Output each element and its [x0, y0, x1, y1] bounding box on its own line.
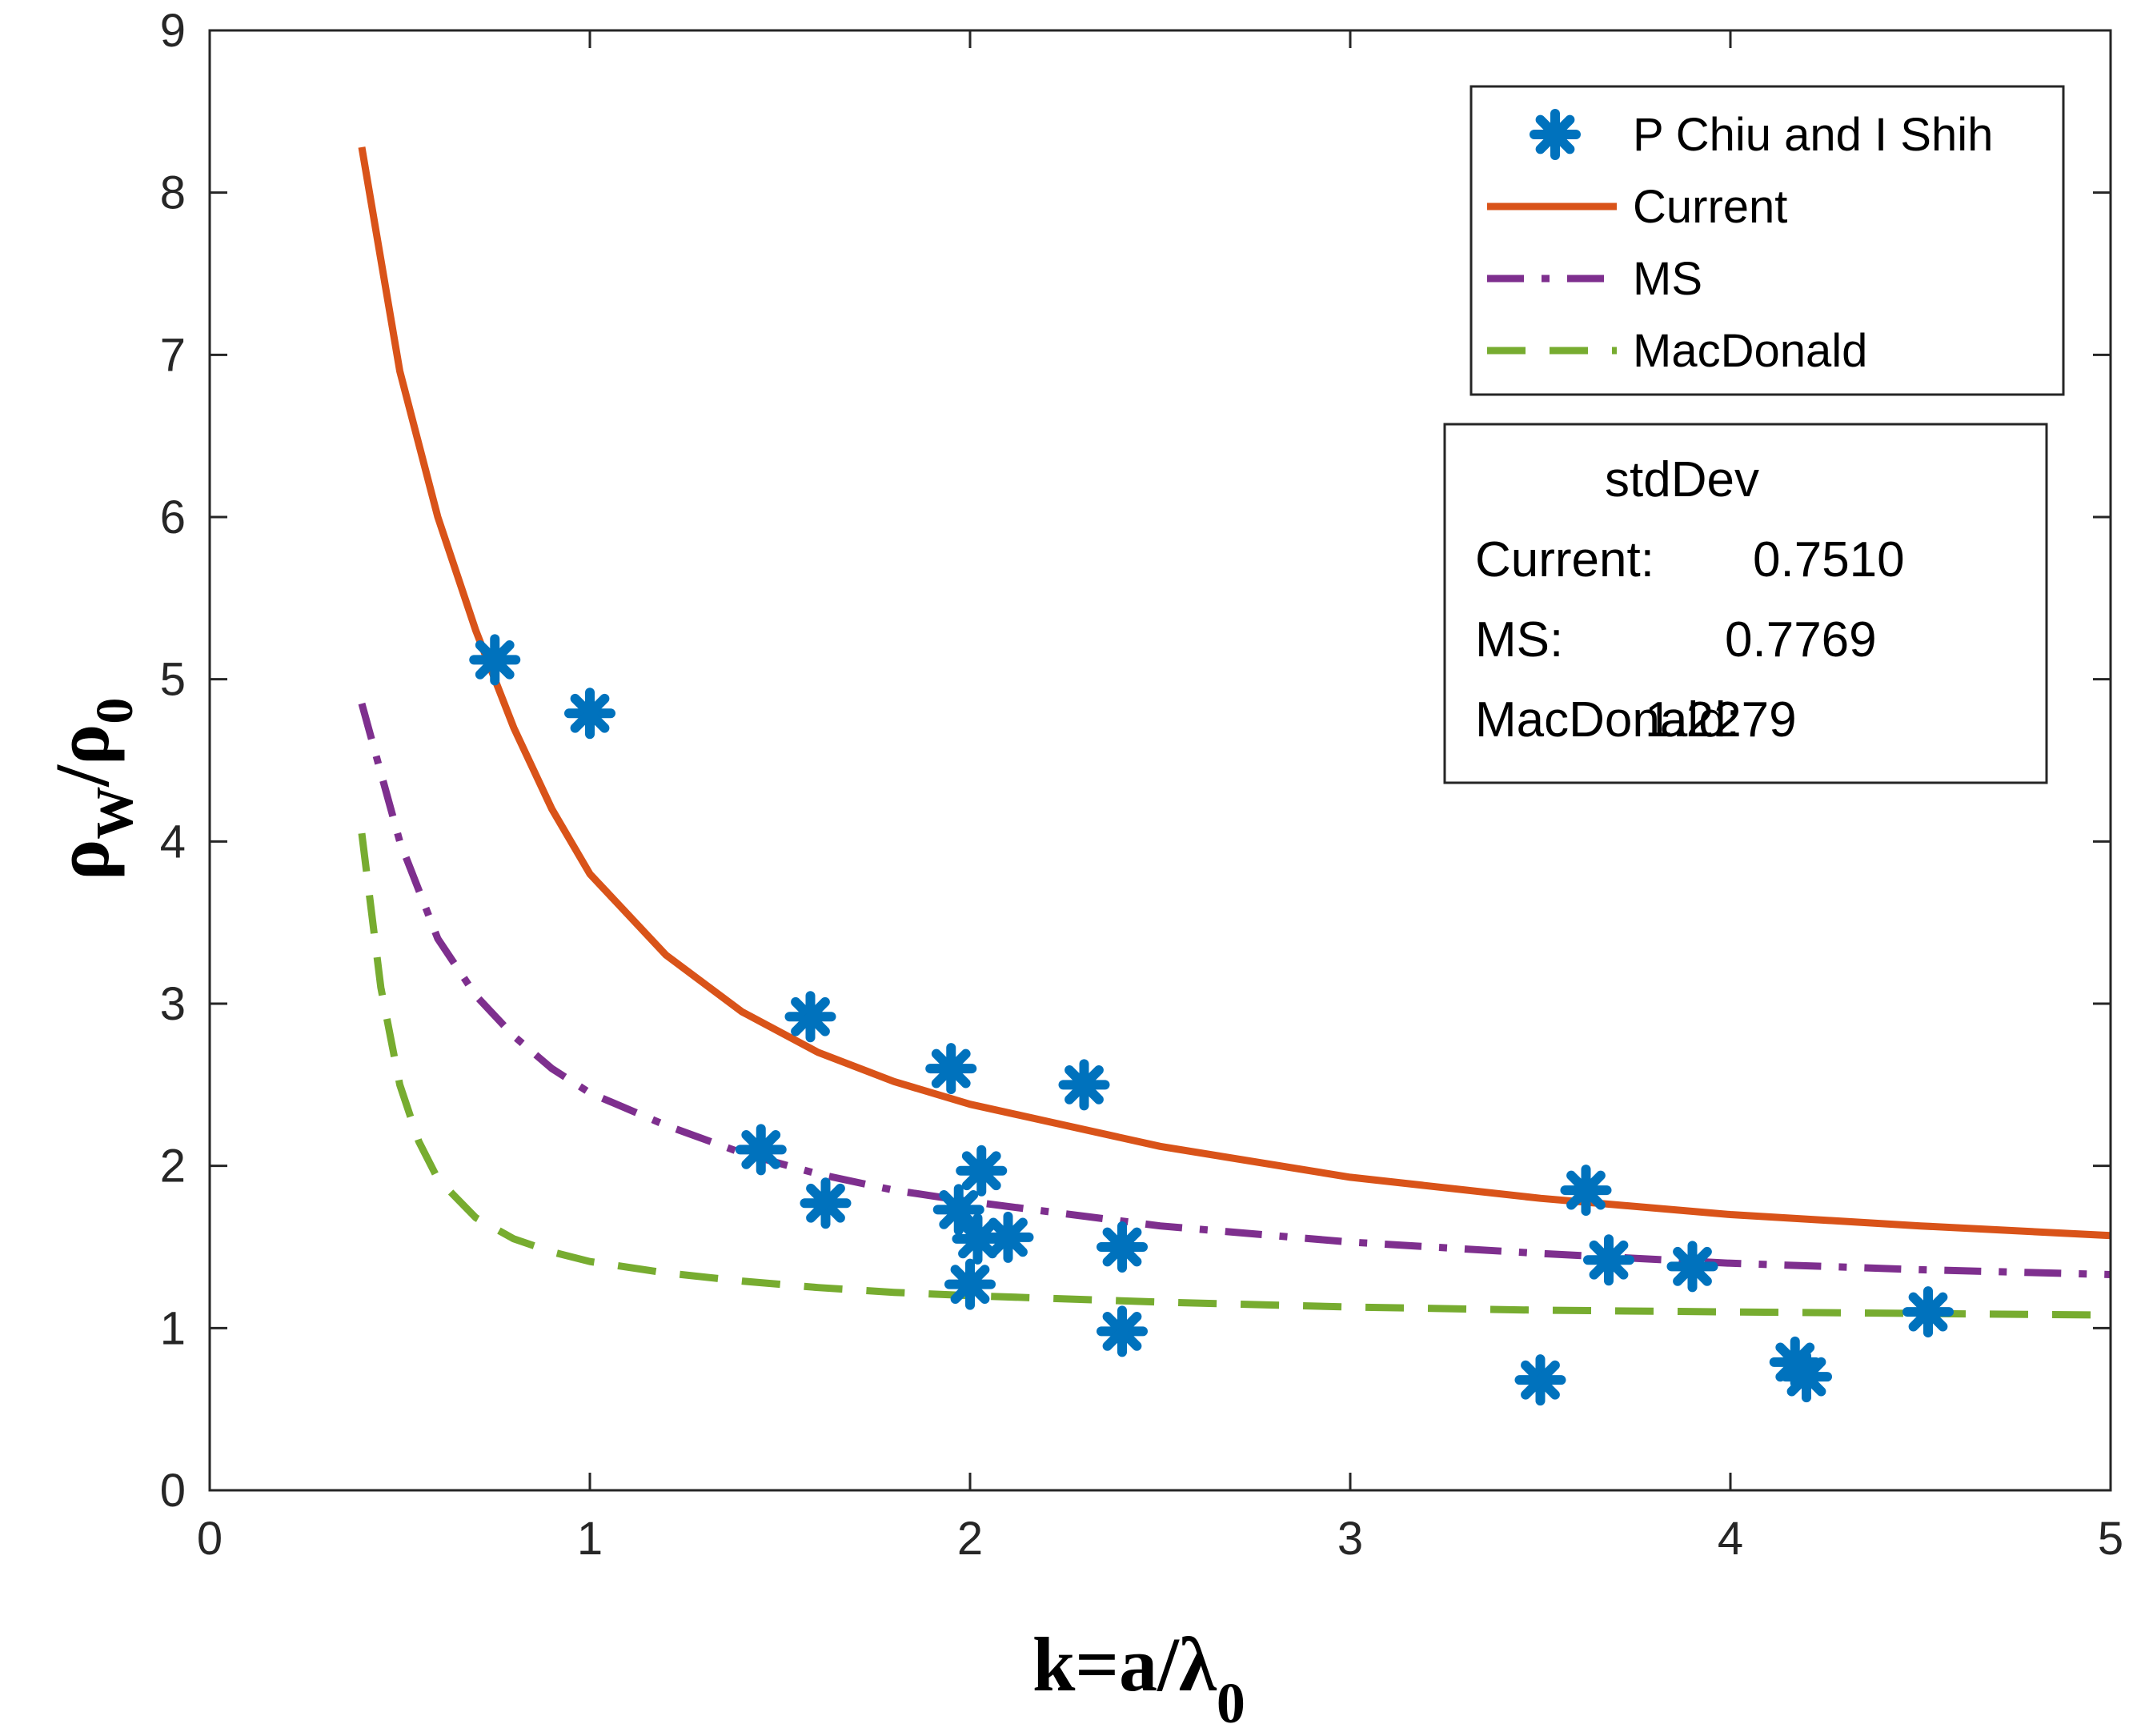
data-point	[735, 1124, 787, 1176]
data-point	[1902, 1286, 1954, 1338]
legend-marker-p-chiu-and-i-shih	[1530, 109, 1581, 160]
y-axis-title: ρW/ρ0	[39, 698, 144, 880]
x-tick-label: 1	[577, 1513, 603, 1565]
axes: 0 1 2 3 4 5 0 1 2 3 4 5 6 7 8 9	[160, 5, 2123, 1565]
data-point	[469, 634, 521, 686]
data-point-stroke	[791, 996, 830, 1036]
y-axis-title-part: W	[86, 787, 144, 840]
series-line-macdonald	[358, 832, 2111, 1319]
x-axis-title-main: k=a/λ	[1032, 1622, 1217, 1707]
data-point-stroke	[1535, 114, 1575, 154]
x-axis-title: k=a/λ0	[1032, 1622, 1245, 1735]
data-point-stroke	[939, 1190, 979, 1229]
y-axis-title-part: ρ	[39, 840, 125, 880]
stats-row-value: 0.7510	[1753, 532, 1905, 587]
data-point-stroke	[1064, 1064, 1104, 1105]
data-point-stroke	[1566, 1170, 1606, 1210]
y-tick-label: 8	[160, 167, 186, 219]
data-point	[1666, 1241, 1718, 1293]
data-point-stroke	[1521, 1360, 1560, 1400]
y-axis-title-part: 0	[86, 698, 144, 724]
data-point	[1583, 1234, 1634, 1286]
data-point	[1097, 1221, 1148, 1273]
legend-label-macdonald: MacDonald	[1633, 325, 1867, 377]
data-point-stroke	[931, 1048, 971, 1089]
data-point	[956, 1145, 1008, 1197]
y-tick-label: 3	[160, 978, 186, 1030]
y-tick-label: 7	[160, 329, 186, 381]
data-point-stroke	[1589, 1240, 1629, 1280]
stats-row-label: MacDonald:	[1475, 692, 1740, 748]
data-point	[1560, 1165, 1612, 1217]
stats-box: stdDev Current: 0.7510 MS: 0.7769 MacDonald:1…	[1443, 423, 2048, 784]
data-point-stroke	[1908, 1292, 1948, 1332]
stats-row-value: 0.7769	[1725, 612, 1877, 668]
stats-frame	[1443, 423, 2048, 784]
y-axis-title-part: ρ	[39, 724, 125, 765]
data-point	[564, 688, 615, 740]
data-point-stroke	[958, 1219, 997, 1259]
data-point-stroke	[475, 639, 515, 680]
stats-title: stdDev	[1605, 452, 1759, 507]
stats-row-label: MS:	[1475, 612, 1563, 668]
data-point-stroke	[950, 1265, 990, 1304]
data-point	[784, 991, 836, 1043]
x-tick-label: 4	[1718, 1513, 1743, 1565]
x-tick-label: 3	[1337, 1513, 1363, 1565]
y-tick-label: 9	[160, 5, 186, 57]
x-tick-label: 2	[957, 1513, 983, 1565]
x-tick-label: 0	[197, 1513, 223, 1565]
data-point-stroke	[1786, 1357, 1826, 1397]
data-point	[1058, 1059, 1110, 1111]
y-tick-label: 5	[160, 654, 186, 706]
data-point	[982, 1211, 1034, 1263]
data-point-stroke	[570, 693, 610, 733]
data-point	[1097, 1305, 1148, 1357]
y-axis-title-part: /	[39, 764, 125, 788]
series-line-ms	[358, 702, 2111, 1278]
data-point-stroke	[1102, 1312, 1142, 1351]
data-point	[800, 1177, 852, 1229]
data-point	[952, 1213, 1004, 1265]
legend-label-current: Current	[1633, 181, 1787, 233]
legend: P Chiu and I Shih Current MS MacDonald	[1469, 85, 2065, 396]
y-tick-label: 4	[160, 816, 186, 868]
stats-row-label: Current:	[1475, 532, 1654, 587]
data-point-stroke	[806, 1183, 845, 1223]
data-point-stroke	[1673, 1246, 1712, 1286]
data-point-stroke	[961, 1151, 1001, 1191]
data-point	[1781, 1351, 1832, 1403]
data-point-stroke	[741, 1130, 781, 1169]
data-point-stroke	[988, 1217, 1028, 1257]
stats-row-value: 1.2279	[1645, 692, 1797, 748]
legend-label-p-chiu-and-i-shih: P Chiu and I Shih	[1633, 109, 1993, 161]
y-tick-label: 0	[160, 1465, 186, 1517]
plot-points	[469, 634, 1954, 1406]
y-tick-label: 2	[160, 1141, 186, 1193]
x-axis-title-sub: 0	[1217, 1671, 1245, 1735]
data-point-stroke	[1102, 1227, 1142, 1267]
plot-frame	[208, 29, 2112, 1492]
y-tick-label: 1	[160, 1302, 186, 1354]
data-point	[925, 1043, 977, 1095]
x-tick-label: 5	[2098, 1513, 2123, 1565]
y-tick-label: 6	[160, 491, 186, 543]
legend-label-ms: MS	[1633, 253, 1702, 305]
data-point	[1514, 1354, 1566, 1406]
data-point	[944, 1258, 996, 1310]
